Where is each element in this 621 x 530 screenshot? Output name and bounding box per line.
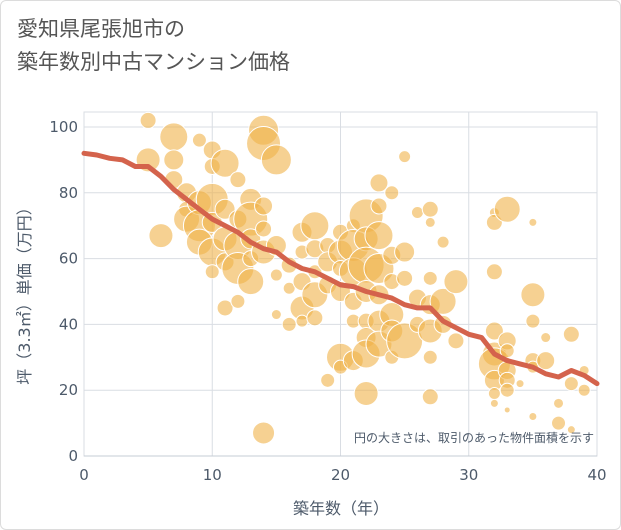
bubble-point bbox=[540, 332, 552, 344]
bubble-point bbox=[525, 313, 541, 329]
bubble-point bbox=[139, 111, 157, 129]
bubble-point bbox=[320, 372, 336, 388]
bubble-point bbox=[429, 287, 457, 315]
bubble-point bbox=[499, 382, 515, 398]
bubble-point bbox=[493, 195, 521, 223]
y-tick-label: 80 bbox=[59, 184, 78, 202]
bubble-point bbox=[551, 415, 567, 431]
bubble-point bbox=[216, 299, 234, 317]
bubble-point bbox=[515, 379, 525, 389]
bubble-point bbox=[562, 325, 580, 343]
bubble-point bbox=[148, 223, 174, 249]
bubble-point bbox=[503, 406, 511, 414]
bubble-point bbox=[254, 196, 274, 216]
bubble-point bbox=[536, 351, 556, 371]
bubble-point bbox=[364, 221, 394, 251]
y-tick-label: 20 bbox=[59, 381, 78, 399]
x-tick-label: 0 bbox=[79, 466, 89, 484]
bubble-point bbox=[563, 376, 579, 392]
bubble-point bbox=[421, 388, 439, 406]
chart-title-line1: 愛知県尾張旭市の bbox=[17, 17, 185, 41]
chart-title: 愛知県尾張旭市の 築年数別中古マンション価格 bbox=[17, 13, 290, 79]
y-tick-label: 40 bbox=[59, 315, 78, 333]
x-tick-label: 30 bbox=[459, 466, 478, 484]
bubble-point bbox=[204, 264, 220, 280]
bubble-size-note: 円の大きさは、取引のあった物件面積を示す bbox=[354, 430, 594, 445]
trend-line bbox=[81, 150, 600, 387]
bubble-point bbox=[210, 148, 240, 178]
bubble-point bbox=[269, 268, 283, 282]
bubble-point bbox=[422, 270, 438, 286]
chart-title-line2: 築年数別中古マンション価格 bbox=[17, 50, 290, 74]
bubble-point bbox=[252, 421, 276, 445]
x-tick-label: 10 bbox=[203, 466, 222, 484]
bubble-point bbox=[421, 200, 439, 218]
bubble-point bbox=[353, 380, 379, 406]
bubble-point bbox=[230, 293, 246, 309]
bubble-point bbox=[577, 383, 591, 397]
bubble-point bbox=[485, 263, 503, 281]
bubble-point bbox=[159, 122, 189, 152]
bubble-point bbox=[394, 241, 416, 263]
bubble-point bbox=[306, 309, 324, 327]
bubble-point bbox=[499, 343, 515, 359]
bubble-point bbox=[566, 425, 576, 435]
bubble-point bbox=[553, 397, 565, 409]
bubble-point bbox=[396, 269, 414, 287]
bubble-point bbox=[520, 282, 546, 308]
bubble-point bbox=[255, 220, 273, 238]
bubble-point bbox=[484, 321, 504, 341]
bubble-point bbox=[229, 171, 247, 189]
bubble-point bbox=[487, 386, 501, 400]
x-axis-label: 築年数（年） bbox=[293, 499, 389, 518]
bubble-point bbox=[436, 235, 450, 249]
bubble-point bbox=[260, 144, 292, 176]
bubble-point bbox=[528, 412, 538, 422]
bubble-point bbox=[528, 217, 538, 227]
bubble-point bbox=[281, 316, 297, 332]
bubble-point bbox=[369, 173, 389, 193]
bubble-point bbox=[370, 197, 388, 215]
bubble-point bbox=[489, 398, 499, 408]
bubble-point bbox=[295, 314, 309, 328]
bubble-point bbox=[237, 268, 265, 296]
bubble-series bbox=[135, 111, 591, 445]
bubble-point bbox=[398, 150, 412, 164]
axis-ticks: 0 10 20 30 40 0 20 40 60 80 100 bbox=[49, 118, 606, 484]
bubble-point bbox=[191, 132, 207, 148]
y-tick-label: 60 bbox=[59, 250, 78, 268]
y-tick-label: 0 bbox=[68, 447, 78, 465]
bubble-point bbox=[422, 349, 438, 365]
x-tick-label: 40 bbox=[587, 466, 606, 484]
bubble-point bbox=[443, 269, 469, 295]
y-tick-label: 100 bbox=[49, 118, 78, 136]
bubble-point bbox=[410, 206, 424, 220]
bubble-point bbox=[384, 185, 400, 201]
y-axis-label: 坪（3.3㎡）単価（万円） bbox=[15, 199, 34, 384]
bubble-point bbox=[300, 211, 330, 241]
bubble-point bbox=[270, 309, 282, 321]
bubble-point bbox=[163, 149, 185, 171]
bubble-point bbox=[424, 216, 436, 228]
x-tick-label: 20 bbox=[331, 466, 350, 484]
bubble-point bbox=[447, 332, 465, 350]
